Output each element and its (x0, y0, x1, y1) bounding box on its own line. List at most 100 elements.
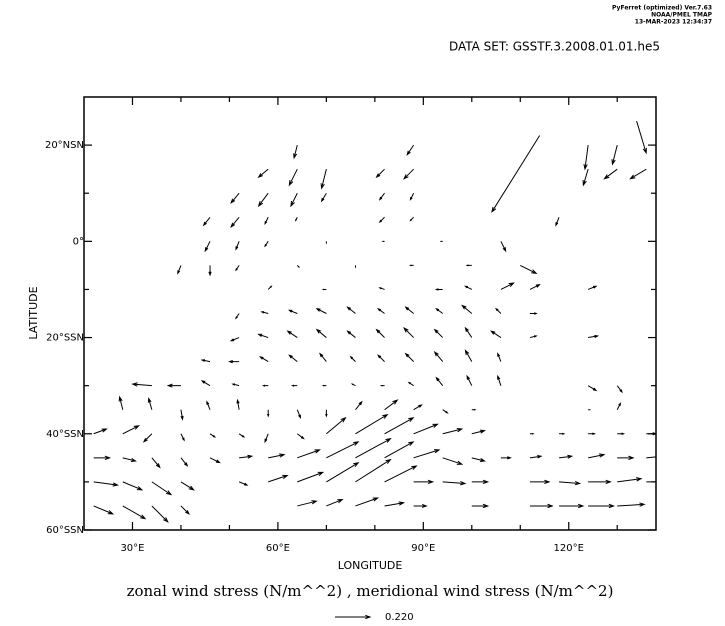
wind-vector (93, 505, 115, 515)
wind-vector (355, 438, 392, 459)
wind-vector (435, 376, 444, 386)
wind-vector (229, 337, 240, 342)
wind-vector (375, 328, 385, 338)
wind-vector (500, 241, 507, 253)
wind-vector (258, 356, 269, 363)
wind-vector (434, 288, 443, 291)
wind-vector (297, 449, 321, 459)
x-tick-label: 60°E (266, 543, 290, 554)
wind-vector (588, 453, 606, 459)
wind-vector (238, 433, 246, 438)
wind-vector (257, 333, 269, 339)
wind-vector (208, 265, 212, 277)
wind-vector (529, 454, 543, 459)
wind-vector (296, 433, 305, 440)
wind-vector (471, 457, 486, 462)
wind-vector (293, 144, 298, 160)
wind-vector (378, 192, 385, 201)
wind-vector (490, 330, 502, 338)
wind-vector (180, 457, 189, 467)
wind-vector (288, 168, 298, 187)
wind-vector (617, 477, 643, 483)
wind-vector (257, 192, 269, 208)
x-axis-label: LONGITUDE (338, 559, 403, 572)
wind-vector (230, 216, 240, 228)
wind-vector (122, 425, 140, 435)
wind-vector (320, 192, 327, 203)
y-axis-label: LATITUDE (27, 286, 40, 339)
wind-vector (346, 306, 356, 314)
wind-vector (239, 454, 254, 459)
wind-vector (636, 120, 647, 155)
wind-vector (442, 457, 464, 465)
wind-vector (349, 355, 356, 362)
wind-vector (384, 441, 415, 459)
wind-vector (290, 192, 298, 208)
wind-vector (464, 326, 473, 338)
wind-vector (384, 399, 399, 411)
wind-vector (321, 384, 327, 387)
wind-vector (93, 455, 112, 461)
wind-vector (93, 428, 108, 435)
wind-vector (346, 330, 356, 338)
wind-vector (497, 352, 502, 362)
wind-vector (268, 453, 286, 459)
wind-vector (202, 216, 211, 227)
wind-vector (497, 374, 502, 386)
wind-vector (413, 479, 435, 485)
wind-vector (355, 497, 380, 507)
wind-vector (296, 265, 300, 269)
wind-vector (267, 285, 273, 290)
wind-vector (236, 398, 240, 410)
wind-vector (617, 455, 635, 461)
header-line: PyFerret (optimized) Ver.7.63 (612, 5, 712, 12)
wind-vector (378, 216, 385, 224)
wind-vector (529, 335, 538, 339)
wind-vector (471, 503, 490, 509)
wind-vector (384, 417, 415, 435)
wind-vector (433, 328, 444, 338)
wind-vector (587, 285, 598, 290)
wind-vector (583, 145, 589, 171)
wind-vector (587, 385, 598, 392)
wind-vector (464, 285, 473, 290)
wind-vector (266, 409, 270, 418)
wind-vector (264, 433, 269, 444)
header-line: NOAA/PMEL TMAP (651, 12, 713, 19)
wind-vector (180, 433, 185, 442)
caption: zonal wind stress (N/m^^2) , meridional … (127, 582, 614, 600)
wind-vector (200, 359, 211, 363)
wind-vector (529, 503, 554, 509)
wind-vector (355, 458, 392, 483)
wind-vector (257, 168, 269, 179)
wind-vector (588, 503, 616, 509)
wind-vector (151, 457, 161, 469)
dataset-label: DATA SET: GSSTF.3.2008.01.01.he5 (449, 40, 660, 54)
wind-vector (465, 264, 472, 267)
wind-vector (403, 168, 414, 180)
wind-vector (461, 304, 473, 314)
wind-vector (315, 308, 327, 314)
wind-vector (291, 384, 298, 387)
wind-vector (582, 169, 589, 187)
wind-vector (122, 457, 137, 462)
wind-vector (406, 144, 415, 156)
wind-vector (409, 216, 414, 222)
wind-vector (500, 282, 515, 290)
wind-vector (555, 217, 560, 227)
wind-vector (529, 312, 538, 315)
wind-vector (433, 350, 444, 362)
wind-vector (286, 330, 298, 338)
wind-vector (268, 474, 289, 483)
wind-vector (442, 480, 467, 486)
wind-vector (404, 306, 414, 314)
wind-vector (326, 441, 360, 459)
wind-vector (260, 311, 269, 314)
wind-vector (377, 354, 385, 362)
wind-vector (471, 479, 490, 485)
wind-vector (377, 307, 385, 314)
wind-vector (326, 416, 347, 435)
wind-vector (326, 462, 360, 483)
wind-vector (616, 402, 622, 410)
wind-vector (559, 503, 585, 509)
